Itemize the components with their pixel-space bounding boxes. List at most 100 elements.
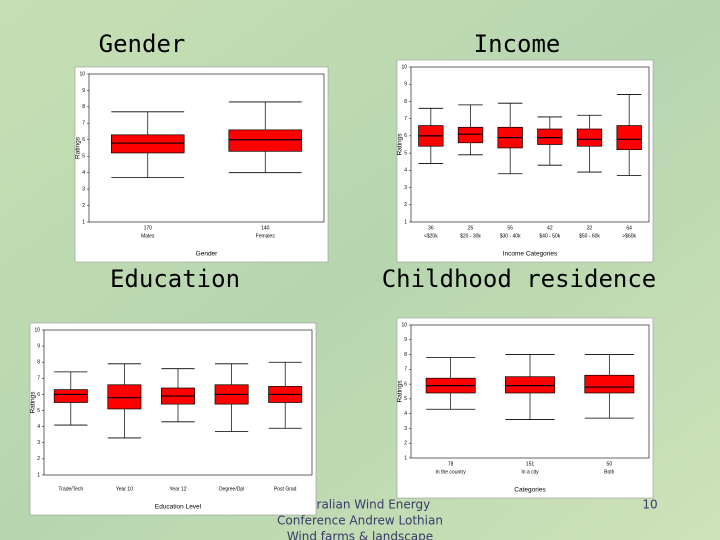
x-tick-label: Trade/Tech [58, 486, 83, 492]
y-tick-label: 1 [82, 219, 85, 225]
x-tick-label: $20 - 30k [460, 233, 481, 239]
x-tick-label: $40 - 50k [539, 233, 560, 239]
x-tick-label: Post Grad [274, 486, 297, 492]
chart-panel [396, 59, 654, 263]
n-label: 32 [587, 225, 593, 231]
y-tick-label: 10 [34, 327, 40, 333]
x-tick-label: Year 10 [116, 486, 133, 492]
y-tick-label: 7 [37, 376, 40, 382]
y-tick-label: 9 [82, 88, 85, 94]
y-tick-label: 8 [37, 360, 40, 366]
y-tick-label: 8 [404, 352, 407, 358]
x-axis-label: Income Categories [503, 251, 558, 258]
heading: Childhood residence [382, 265, 657, 293]
y-tick-label: 6 [37, 392, 40, 398]
y-tick-label: 5 [37, 408, 40, 414]
chart-panel [74, 66, 329, 263]
chart-panel [396, 317, 654, 499]
y-tick-label: 10 [401, 64, 407, 70]
y-tick-label: 2 [37, 456, 40, 462]
y-tick-label: 9 [404, 82, 407, 88]
n-label: 55 [507, 225, 513, 231]
y-tick-label: 10 [79, 71, 85, 77]
y-tick-label: 4 [82, 170, 85, 176]
y-tick-label: 4 [37, 424, 40, 430]
y-axis-label: Ratings [30, 391, 37, 414]
heading: Gender [99, 30, 186, 58]
y-tick-label: 4 [404, 411, 407, 417]
x-tick-label: <$20k [424, 233, 438, 239]
y-tick-label: 2 [404, 441, 407, 447]
x-tick-label: $50 - 60k [579, 233, 600, 239]
page-number: 10 [642, 498, 657, 512]
y-tick-label: 9 [404, 337, 407, 343]
heading: Education [110, 265, 240, 293]
x-tick-label: Both [604, 469, 615, 475]
y-tick-label: 5 [404, 396, 407, 402]
n-label: 36 [428, 225, 434, 231]
n-label: 151 [526, 461, 535, 467]
n-label: 64 [626, 225, 632, 231]
n-label: 42 [547, 225, 553, 231]
y-tick-label: 3 [82, 186, 85, 192]
y-tick-label: 4 [404, 168, 407, 174]
y-tick-label: 5 [82, 154, 85, 160]
y-tick-label: 5 [404, 150, 407, 156]
y-tick-label: 2 [404, 202, 407, 208]
y-tick-label: 7 [404, 367, 407, 373]
y-axis-label: Ratings [397, 133, 404, 156]
y-tick-label: 8 [82, 104, 85, 110]
y-tick-label: 3 [37, 440, 40, 446]
x-axis-label: Gender [196, 251, 219, 258]
y-tick-label: 6 [404, 133, 407, 139]
box [107, 384, 142, 410]
plot-area [410, 324, 650, 459]
y-tick-label: 6 [404, 381, 407, 387]
y-tick-label: 3 [404, 426, 407, 432]
box [537, 128, 563, 145]
chart-panel [29, 322, 317, 516]
n-label: 170 [144, 225, 153, 231]
y-tick-label: 6 [82, 137, 85, 143]
box [584, 374, 635, 394]
y-tick-label: 7 [404, 116, 407, 122]
box [616, 125, 642, 151]
box [110, 134, 185, 154]
box [505, 376, 555, 394]
x-tick-label: Females [256, 233, 276, 239]
x-tick-label: >$60k [622, 233, 636, 239]
n-label: 78 [448, 461, 454, 467]
box [576, 128, 603, 147]
box [457, 126, 484, 144]
y-tick-label: 3 [404, 185, 407, 191]
heading: Income [474, 30, 561, 58]
footer: Wind farms & landscape [287, 530, 433, 540]
y-tick-label: 1 [404, 455, 407, 461]
plot-area [88, 73, 325, 223]
box [53, 389, 88, 403]
n-label: 50 [607, 461, 613, 467]
y-tick-label: 10 [401, 322, 407, 328]
n-label: 140 [261, 225, 270, 231]
x-tick-label: $30 - 40k [500, 233, 521, 239]
y-tick-label: 8 [404, 99, 407, 105]
x-tick-label: Males [141, 233, 155, 239]
x-tick-label: Degree/Dpl [219, 486, 244, 492]
plot-area [43, 329, 313, 476]
n-label: 25 [468, 225, 474, 231]
y-axis-label: Ratings [75, 136, 82, 159]
x-axis-label: Education Level [155, 504, 202, 511]
box [228, 129, 303, 152]
y-tick-label: 1 [404, 219, 407, 225]
x-tick-label: In a city [521, 469, 539, 475]
footer: Australian Wind Energy [290, 498, 430, 512]
y-tick-label: 7 [82, 121, 85, 127]
y-axis-label: Ratings [397, 380, 404, 403]
x-tick-label: Year 12 [169, 486, 186, 492]
y-tick-label: 2 [82, 203, 85, 209]
y-tick-label: 1 [37, 472, 40, 478]
x-tick-label: In the country [436, 469, 467, 475]
y-tick-label: 9 [37, 343, 40, 349]
footer: Conference Andrew Lothian [277, 514, 443, 528]
